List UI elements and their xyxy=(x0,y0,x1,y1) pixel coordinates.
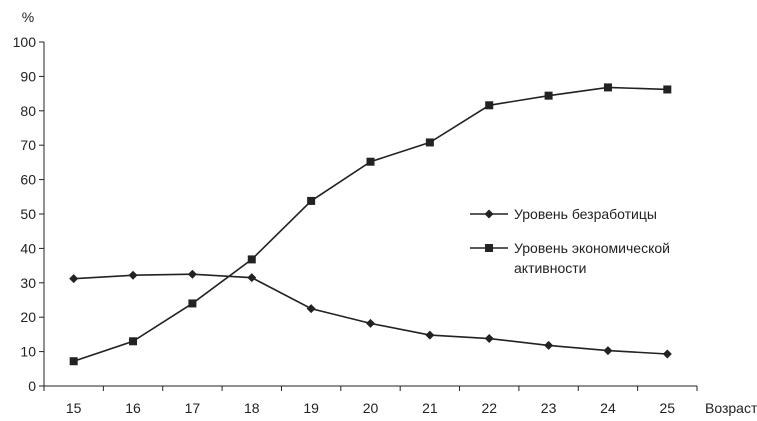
legend-entry-unemployment: Уровень безработицы xyxy=(470,206,657,222)
x-tick-label: 19 xyxy=(303,400,319,416)
series-unemployment xyxy=(69,269,672,359)
data-point-diamond xyxy=(128,270,138,280)
data-point-square xyxy=(307,196,316,205)
x-tick-label: 16 xyxy=(125,400,141,416)
x-tick-label: 21 xyxy=(422,400,438,416)
y-tick-label: 30 xyxy=(20,275,36,291)
data-point-diamond xyxy=(306,304,316,314)
series-line xyxy=(73,273,668,355)
series-layer xyxy=(69,83,672,366)
x-axis-label: Возраст xyxy=(705,400,757,416)
y-axis-label: % xyxy=(22,9,34,25)
y-tick-label: 90 xyxy=(20,68,36,84)
data-point-square xyxy=(69,357,78,366)
y-tick-label: 40 xyxy=(20,240,36,256)
x-tick-label: 22 xyxy=(481,400,497,416)
data-point-square xyxy=(544,91,553,100)
data-point-square xyxy=(247,255,256,264)
legend-marker-square xyxy=(485,244,493,252)
data-point-square xyxy=(425,138,434,147)
data-point-square xyxy=(663,85,672,94)
x-tick-label: 18 xyxy=(244,400,260,416)
y-tick-label: 70 xyxy=(20,137,36,153)
legend-entry-activity: Уровень экономической активности xyxy=(470,240,674,276)
legend-marker-diamond xyxy=(484,209,494,219)
y-tick-label: 50 xyxy=(20,206,36,222)
data-point-square xyxy=(129,337,138,346)
y-tick-label: 0 xyxy=(28,378,36,394)
legend-label-activity-line-1: Уровень экономической xyxy=(514,240,670,256)
data-point-diamond xyxy=(425,330,435,340)
x-tick-label: 17 xyxy=(185,400,201,416)
x-tick-label: 15 xyxy=(66,400,82,416)
y-tick-label: 20 xyxy=(20,309,36,325)
x-tick-label: 20 xyxy=(363,400,379,416)
x-tick-label: 25 xyxy=(660,400,676,416)
legend-label-activity-line-2: активности xyxy=(514,260,587,276)
data-point-square xyxy=(188,299,197,308)
data-point-diamond xyxy=(662,349,672,359)
data-point-square xyxy=(603,83,612,92)
data-point-diamond xyxy=(247,273,257,283)
data-point-diamond xyxy=(603,346,613,356)
y-tick-label: 60 xyxy=(20,172,36,188)
data-point-diamond xyxy=(484,334,494,344)
legend-label-activity: Уровень экономической активности xyxy=(514,240,674,276)
x-tick-label: 23 xyxy=(541,400,557,416)
legend-label-unemployment: Уровень безработицы xyxy=(514,206,657,222)
y-tick-label: 80 xyxy=(20,103,36,119)
data-point-square xyxy=(366,157,375,166)
x-axis-ticks: 15 16 17 18 19 20 21 22 23 24 25 xyxy=(43,386,698,416)
y-tick-label: 100 xyxy=(13,34,37,50)
data-point-diamond xyxy=(544,340,554,350)
data-point-diamond xyxy=(187,269,197,279)
y-axis-ticks: 0 10 20 30 40 50 60 70 80 90 100 xyxy=(13,34,44,394)
x-tick-label: 24 xyxy=(600,400,616,416)
y-tick-label: 10 xyxy=(20,344,36,360)
data-point-square xyxy=(485,101,494,110)
data-point-diamond xyxy=(366,318,375,328)
series-activity xyxy=(69,83,672,366)
data-point-diamond xyxy=(69,274,79,284)
legend: Уровень безработицы Уровень экономическо… xyxy=(470,206,674,276)
